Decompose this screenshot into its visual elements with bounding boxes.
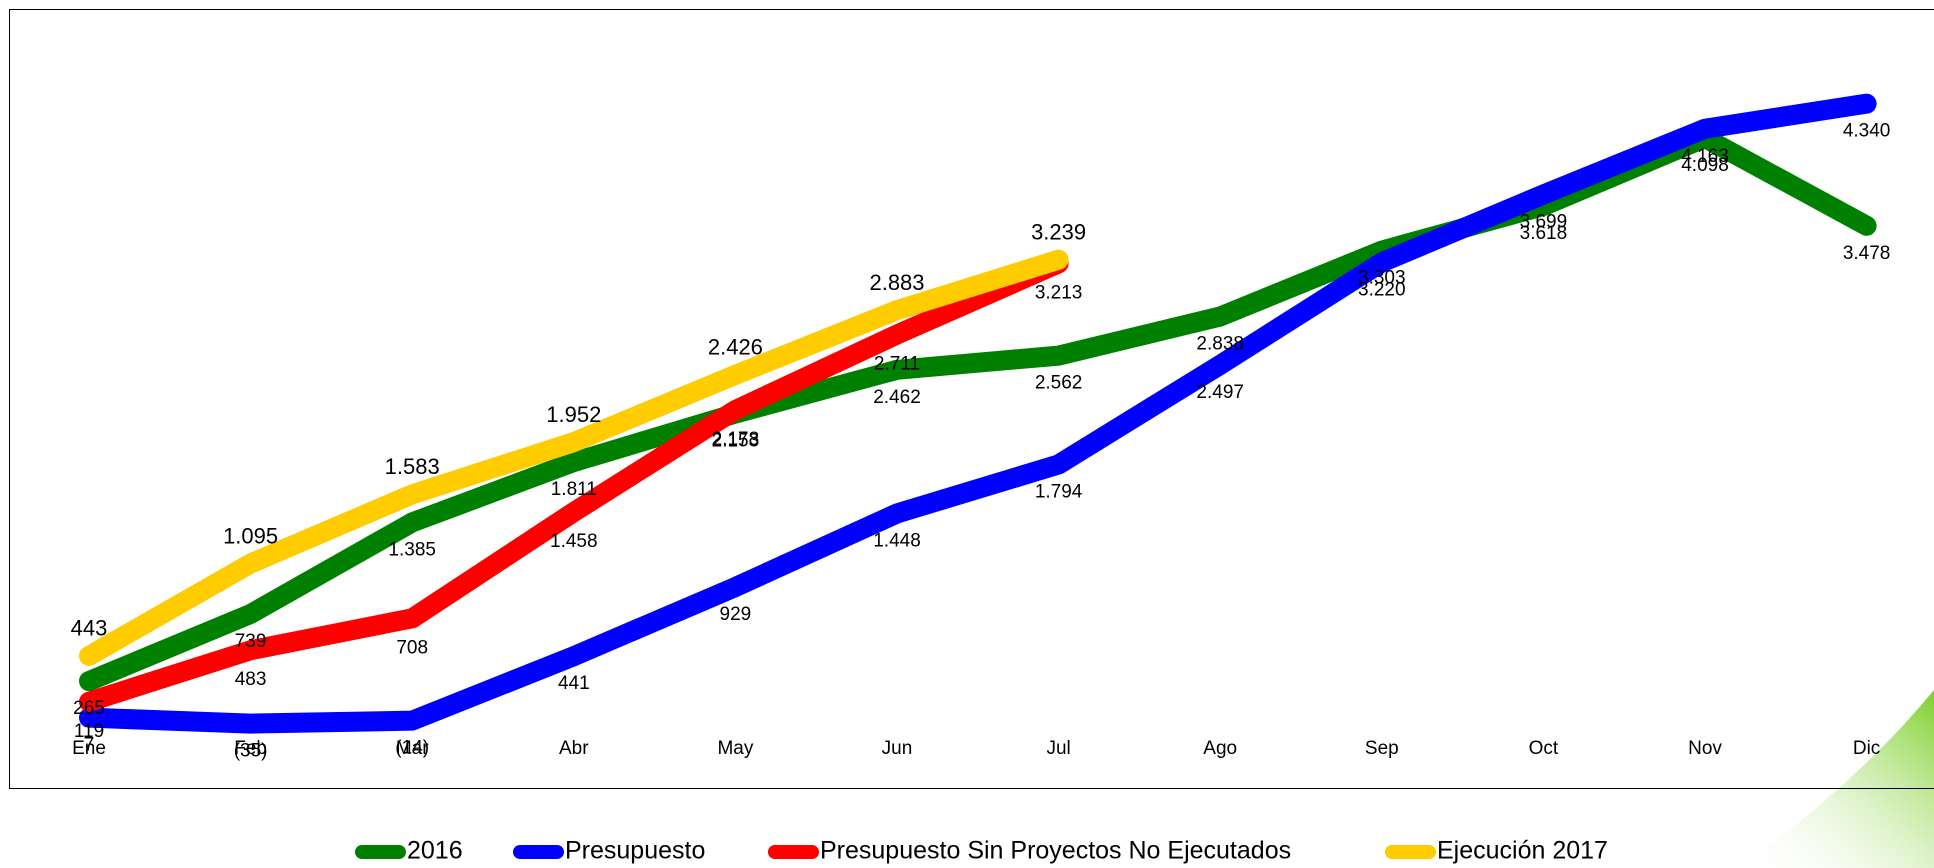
- x-tick-label: Feb: [234, 738, 267, 759]
- data-label: 3.239: [1031, 219, 1086, 244]
- data-label: 2.883: [869, 270, 924, 295]
- x-tick-label: Jul: [1046, 738, 1070, 759]
- series-line: [79, 249, 1069, 666]
- data-label: 929: [720, 604, 752, 625]
- x-tick-label: Dic: [1853, 738, 1880, 759]
- series-line: [79, 127, 1877, 692]
- data-label: 2.178: [712, 429, 760, 450]
- x-tick-label: May: [717, 738, 753, 759]
- data-label: 2.426: [708, 335, 763, 360]
- legend-label: Presupuesto Sin Proyectos No Ejecutados: [820, 837, 1291, 865]
- data-label: 2.838: [1196, 334, 1244, 355]
- data-label: 2.562: [1035, 373, 1083, 394]
- data-label: 1.794: [1035, 481, 1083, 502]
- plot-border: [9, 9, 1934, 789]
- data-label: 3.220: [1358, 279, 1406, 300]
- data-label: 2.462: [873, 387, 921, 408]
- data-label: 3.478: [1843, 243, 1891, 264]
- data-label: (35): [234, 741, 268, 762]
- data-label: 7: [84, 735, 95, 756]
- data-label: 441: [558, 673, 590, 694]
- data-label: 443: [71, 616, 108, 641]
- data-label: 2.711: [874, 354, 920, 375]
- x-tick-label: Sep: [1365, 738, 1399, 759]
- data-label: 1.385: [388, 539, 436, 560]
- x-tick-label: Abr: [559, 738, 589, 759]
- data-label: 1.952: [546, 402, 601, 427]
- data-label: 1.583: [385, 454, 440, 479]
- data-label: 2.497: [1196, 382, 1244, 403]
- data-label: 1.458: [550, 531, 598, 552]
- data-label: 1.448: [873, 530, 921, 551]
- x-tick-label: Ago: [1203, 738, 1237, 759]
- x-tick-label: Jun: [882, 738, 913, 759]
- decoration: [1740, 690, 1934, 868]
- data-label: 2.153: [712, 431, 760, 452]
- x-tick-label: Oct: [1529, 738, 1559, 759]
- data-label: (14): [395, 738, 429, 759]
- x-tick-label: Mar: [396, 738, 429, 759]
- data-label: 3.618: [1520, 223, 1568, 244]
- data-label: 4.098: [1681, 155, 1729, 176]
- series-line: [79, 93, 1877, 734]
- data-label: 3.699: [1520, 212, 1568, 233]
- data-label: 708: [396, 637, 428, 658]
- data-label: 1.095: [223, 523, 278, 548]
- legend-label: Presupuesto: [565, 837, 705, 865]
- data-label: 4.340: [1843, 121, 1891, 142]
- data-label: 3.303: [1358, 268, 1406, 289]
- series-line: [79, 253, 1069, 712]
- data-label: 119: [74, 721, 104, 742]
- data-label: 739: [235, 631, 267, 652]
- x-tick-label: Ene: [72, 738, 106, 759]
- legend-label: 2016: [407, 837, 463, 865]
- x-tick-label: Nov: [1688, 738, 1722, 759]
- data-label: 4.163: [1681, 146, 1729, 167]
- data-label: 483: [235, 669, 267, 690]
- data-label: 1.811: [551, 479, 597, 500]
- legend-label: Ejecución 2017: [1437, 837, 1608, 865]
- data-label: 3.213: [1035, 282, 1083, 303]
- data-label: 265: [73, 698, 105, 719]
